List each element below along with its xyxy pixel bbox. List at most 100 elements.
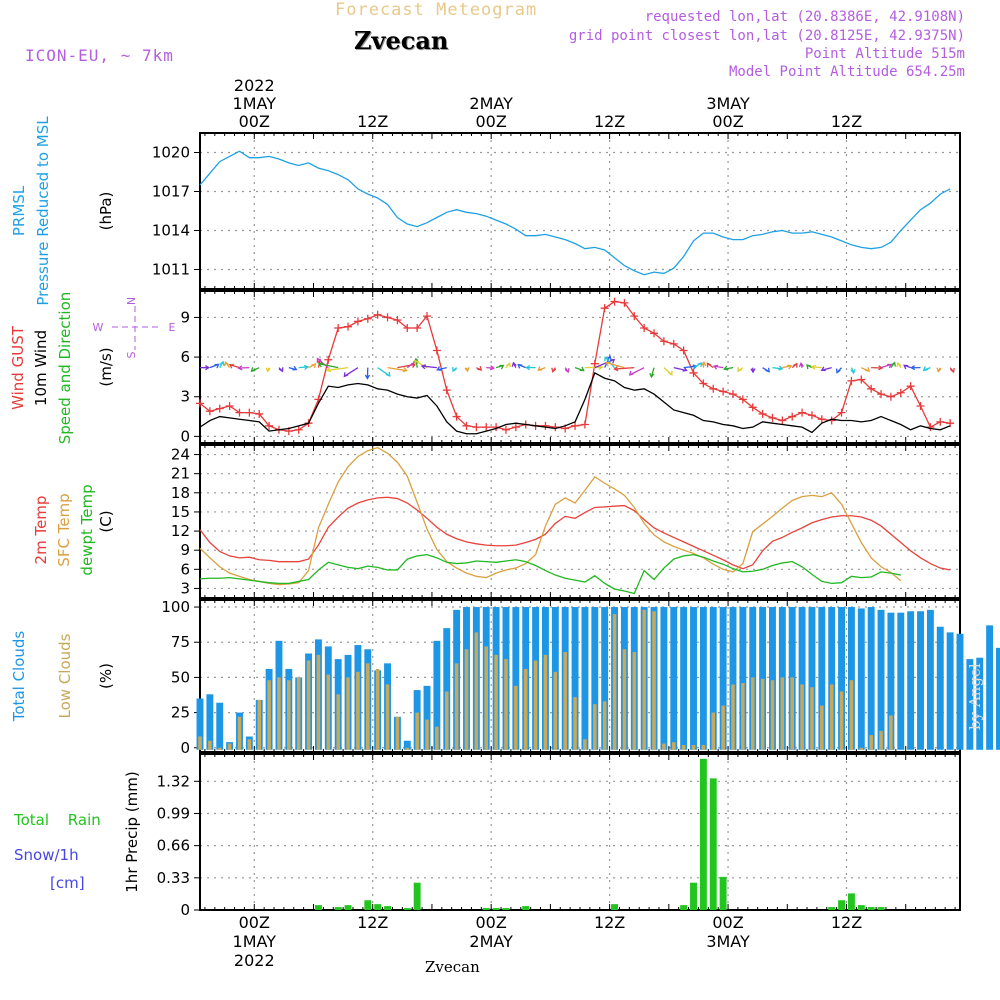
temp-dewpt-point [495, 561, 497, 563]
y-tick-label: 50 [171, 668, 190, 686]
pressure-point [811, 231, 813, 233]
wind-gust-point [324, 355, 333, 364]
wind-10m-point [594, 372, 596, 374]
wind-10m-point [841, 420, 843, 422]
y-axis-units: (hPa) [97, 192, 115, 231]
wind-10m-point [762, 421, 764, 423]
wind-gust-point [877, 390, 886, 399]
wind-10m-point [248, 420, 250, 422]
panel-frame [199, 444, 961, 599]
pressure-point [870, 248, 872, 250]
temp-2m-point [643, 519, 645, 521]
low-cloud-bar [356, 671, 360, 750]
wind-10m-point [308, 422, 310, 424]
temp-2m-point [890, 533, 892, 535]
wind-gust-point [679, 346, 688, 355]
wind-10m-point [633, 389, 635, 391]
wind-gust-point [580, 420, 589, 429]
temp-2m-point [860, 516, 862, 518]
y-tick-label: 25 [171, 704, 190, 722]
wind-gust-point [452, 412, 461, 421]
low-cloud-bar [750, 677, 755, 750]
low-cloud-bar [454, 663, 459, 750]
temp-2m-point [614, 505, 616, 507]
panel-frame [199, 132, 961, 290]
pressure-point [584, 248, 586, 250]
wind-gust-point [659, 337, 668, 346]
wind-gust-point [344, 322, 353, 331]
pressure-point [535, 235, 537, 237]
temp-dewpt-point [742, 571, 744, 573]
y-axis-units: (m/s) [97, 347, 115, 386]
temp-dewpt-point [238, 578, 240, 580]
pressure-point [219, 161, 221, 163]
wind-gust-point [472, 423, 481, 432]
temp-sfc-point [860, 542, 862, 544]
low-cloud-bar [415, 712, 419, 750]
pressure-point [387, 204, 389, 206]
low-cloud-bar [405, 747, 410, 750]
wind-gust-point [768, 413, 777, 422]
wind-arrow-head [250, 367, 256, 372]
temp-2m-point [771, 540, 773, 542]
pressure-point [643, 274, 645, 276]
temp-sfc-point [327, 503, 329, 505]
wind-10m-point [554, 427, 556, 429]
y-tick-label: 3 [180, 579, 190, 597]
total-cloud-bar [729, 607, 737, 750]
total-cloud-bar [838, 607, 846, 750]
wind-arrow-head [701, 361, 707, 367]
wind-arrow-head [835, 368, 841, 374]
temp-2m-point [367, 499, 369, 501]
low-cloud-bar [583, 739, 587, 750]
temp-sfc-point [722, 568, 724, 570]
low-cloud-bar [237, 716, 242, 750]
low-cloud-bar [523, 668, 528, 750]
wind-arrow-head [865, 367, 871, 372]
wind-10m-point [811, 431, 813, 433]
wind-gust-point [511, 423, 520, 432]
wind-gust-point [462, 421, 471, 430]
wind-arrow [614, 367, 635, 370]
temp-2m-point [880, 525, 882, 527]
temp-2m-point [406, 502, 408, 504]
wind-arrow-head [436, 366, 442, 371]
low-cloud-bar [721, 705, 725, 750]
temp-dewpt-point [485, 561, 487, 563]
temp-2m-point [900, 542, 902, 544]
temp-sfc-point [515, 567, 517, 569]
pressure-point [475, 213, 477, 215]
wind-10m-point [880, 416, 882, 418]
temp-2m-point [396, 498, 398, 500]
wind-arrow [415, 358, 418, 368]
top-time-label: 12Z [357, 112, 388, 131]
low-cloud-bar [474, 632, 479, 750]
wind-gust-point [867, 384, 876, 393]
total-cloud-bar [739, 607, 747, 750]
wind-gust-point [383, 313, 392, 322]
wind-arrow-head [605, 361, 611, 367]
total-cloud-bar [877, 609, 885, 750]
sfc-temp-label: SFC Temp [55, 493, 73, 566]
total-cloud-bar [709, 607, 717, 750]
wind-arrow [604, 355, 611, 368]
temp-dewpt-point [278, 582, 280, 584]
total-cloud-bar [759, 607, 767, 750]
wind-10m-point [209, 420, 211, 422]
temp-sfc-point [357, 455, 359, 457]
low-cloud-bar [375, 668, 380, 750]
total-cloud-bar [660, 607, 668, 750]
temp-2m-point [308, 558, 310, 560]
total-cloud-bar [907, 611, 915, 750]
low-cloud-bar [839, 691, 844, 750]
temp-2m-point [693, 545, 695, 547]
temp-2m-point [742, 568, 744, 570]
pressure-point [821, 233, 823, 235]
low-cloud-bar [198, 736, 202, 750]
total-cloud-bar [699, 607, 707, 750]
wind-10m-point [219, 416, 221, 418]
wind-gust-point [847, 376, 856, 385]
y-tick-label: 24 [171, 446, 190, 464]
rain-bar [413, 882, 421, 910]
